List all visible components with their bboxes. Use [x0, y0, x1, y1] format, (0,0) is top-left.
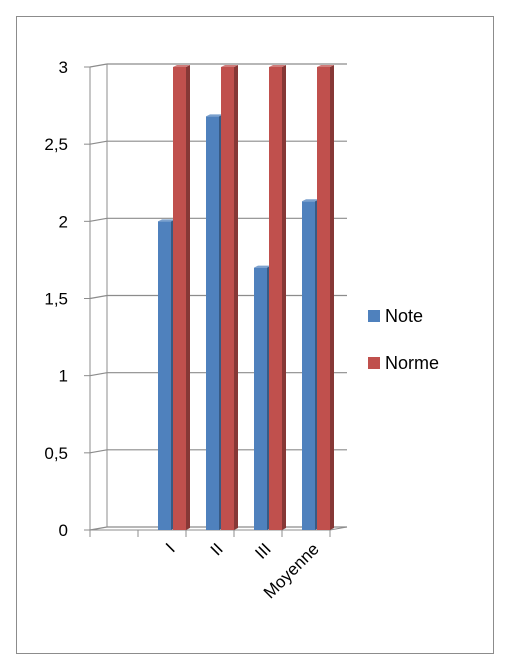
- legend-entry-note: Note: [368, 306, 423, 326]
- bar-norme-1: [221, 65, 238, 530]
- bar-norme-0: [173, 65, 190, 530]
- bar-side: [186, 65, 190, 530]
- bar-top: [173, 65, 190, 67]
- floor-right-edge: [329, 526, 348, 531]
- bar-front: [317, 67, 330, 530]
- legend: Note Norme: [368, 306, 439, 373]
- y-tick-labels: 0 0,5 1 1,5 2 2,5 3: [44, 58, 68, 540]
- gridline-depth: [89, 217, 108, 222]
- bar-note-2: [254, 265, 271, 530]
- bar-top: [302, 199, 319, 202]
- bar-front: [302, 201, 315, 530]
- gridline-depth: [89, 294, 108, 300]
- y-tick-label: 2,5: [44, 135, 68, 154]
- legend-swatch: [368, 357, 380, 369]
- bar-front: [173, 67, 186, 530]
- gridline-depth: [89, 372, 108, 377]
- bars: [158, 65, 334, 531]
- bar-front: [158, 221, 171, 531]
- gridline-depth: [89, 63, 108, 68]
- y-tick-label: 0,5: [44, 444, 68, 463]
- legend-label: Norme: [385, 353, 439, 373]
- bar-front: [269, 67, 282, 530]
- legend-label: Note: [385, 306, 423, 326]
- bar-note-0: [158, 219, 175, 531]
- bar-top: [158, 219, 175, 222]
- y-tick-label: 1: [59, 367, 68, 386]
- bar-front: [254, 267, 267, 530]
- y-tick-label: 1,5: [44, 290, 68, 309]
- bar-top: [317, 65, 334, 67]
- bar-top: [254, 265, 271, 268]
- legend-entry-norme: Norme: [368, 353, 439, 373]
- bar-front: [206, 116, 219, 531]
- bar-note-1: [206, 114, 223, 531]
- legend-swatch: [368, 310, 380, 322]
- bar-norme-2: [269, 65, 286, 530]
- bar-top: [269, 65, 286, 67]
- gridline-depth: [89, 449, 108, 454]
- bar-side: [330, 65, 334, 530]
- bar-top: [206, 114, 223, 117]
- bar-side: [282, 65, 286, 530]
- bar-norme-3: [317, 65, 334, 530]
- y-tick-label: 0: [59, 521, 68, 540]
- axes: [84, 64, 348, 537]
- bar-top: [221, 65, 238, 67]
- bar-note-3: [302, 199, 319, 530]
- gridline-depth: [89, 140, 108, 145]
- y-tick-label: 3: [59, 58, 68, 77]
- bar-side: [234, 65, 238, 530]
- bar-front: [221, 67, 234, 530]
- y-tick-label: 2: [59, 212, 68, 231]
